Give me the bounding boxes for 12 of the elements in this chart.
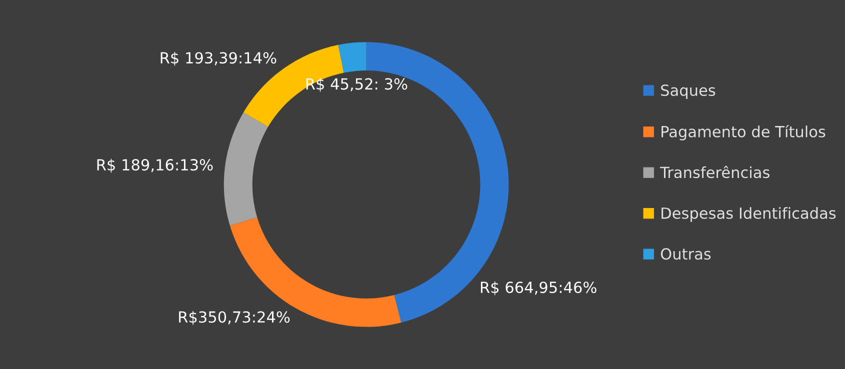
data-label: R$350,73:24% (179, 310, 290, 325)
legend-label: Saques (661, 84, 716, 99)
legend-label: Outras (660, 248, 711, 260)
data-label: R$ 664,95:46% (480, 281, 596, 296)
donut-slice (338, 42, 366, 73)
data-label: R$ 189,16:13% (97, 158, 213, 173)
legend-label: Transferências (660, 166, 770, 178)
donut-slice (224, 112, 268, 226)
data-label: R$ 45,52: 3% (306, 78, 408, 92)
data-label: R$ 193,39:14% (160, 52, 276, 66)
legend-label: Despesas Identificadas (662, 207, 836, 222)
legend-label: Pagamento de Títulos (662, 124, 826, 140)
